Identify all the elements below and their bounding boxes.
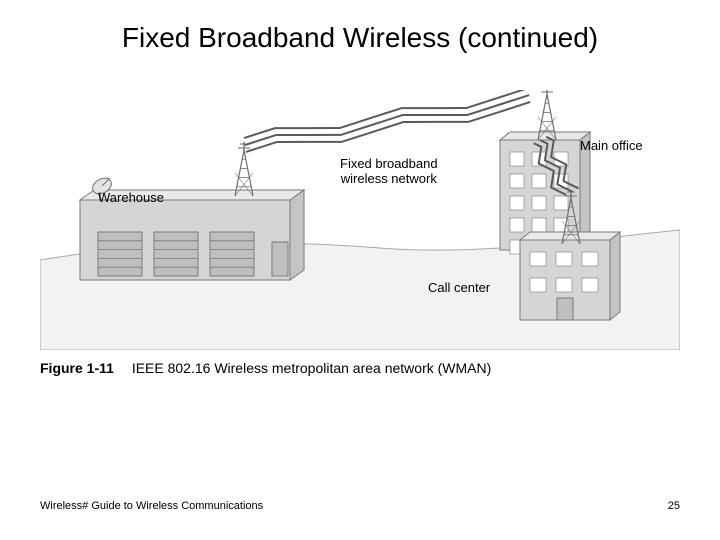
footer-text: Wireless# Guide to Wireless Communicatio… bbox=[40, 500, 263, 512]
figure-number: Figure 1-11 bbox=[40, 360, 114, 376]
label-warehouse: Warehouse bbox=[98, 190, 164, 205]
figure-caption-text: IEEE 802.16 Wireless metropolitan area n… bbox=[132, 360, 491, 376]
page-number: 25 bbox=[668, 500, 680, 512]
label-main-office: Main office bbox=[580, 138, 643, 153]
label-network: Fixed broadbandwireless network bbox=[340, 156, 438, 186]
label-call-center: Call center bbox=[428, 280, 490, 295]
figure-caption: Figure 1-11 IEEE 802.16 Wireless metropo… bbox=[40, 360, 491, 376]
slide-title: Fixed Broadband Wireless (continued) bbox=[0, 22, 720, 54]
wman-diagram: Warehouse Fixed broadbandwireless networ… bbox=[40, 90, 680, 350]
